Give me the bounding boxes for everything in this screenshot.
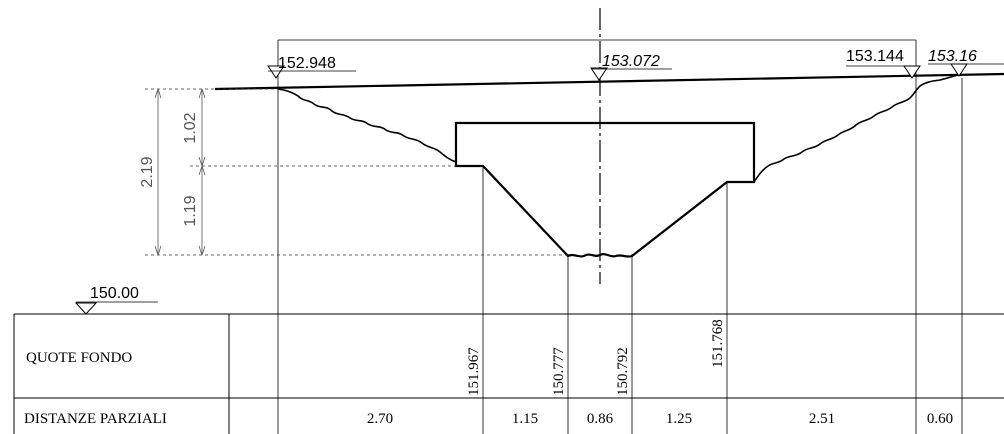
elevation-label-axis: 153.072 xyxy=(602,53,660,70)
right-bank-profile xyxy=(753,73,963,183)
elevation-label-far-right: 153.16 xyxy=(928,48,977,65)
left-bank-profile xyxy=(277,88,457,163)
quote-fondo-value: 151.768 xyxy=(710,319,726,368)
quote-fondo-value: 150.777 xyxy=(551,347,567,396)
distance-value: 2.51 xyxy=(809,411,835,427)
distance-value: 1.25 xyxy=(666,411,692,427)
elevation-marker-left xyxy=(267,65,285,79)
dim-total-label: 2.19 xyxy=(139,156,156,187)
distance-value: 0.60 xyxy=(927,411,953,427)
ground-line xyxy=(214,72,1004,91)
dim-arrow-lower-top xyxy=(198,165,206,176)
channel-profile xyxy=(454,121,756,258)
distance-value: 0.86 xyxy=(587,411,614,427)
elevation-marker-axis xyxy=(590,67,608,81)
dim-arrow-upper-bottom xyxy=(198,156,206,167)
datum-label: 150.00 xyxy=(90,285,139,302)
dim-arrow-upper-top xyxy=(198,88,206,99)
dim-arrow-total-bottom xyxy=(154,245,162,256)
distance-value: 2.70 xyxy=(367,411,393,427)
dim-upper-label: 1.02 xyxy=(182,112,199,143)
quote-fondo-value: 151.967 xyxy=(466,347,482,396)
elevation-label-left: 152.948 xyxy=(278,55,336,72)
elevation-label-right: 153.144 xyxy=(846,48,904,65)
distance-value: 1.15 xyxy=(512,411,538,427)
dim-arrow-total-top xyxy=(154,88,162,99)
dim-arrow-lower-bottom xyxy=(198,245,206,256)
row-label-distanze-parziali: DISTANZE PARZIALI xyxy=(24,411,167,427)
dim-lower-label: 1.19 xyxy=(182,195,199,226)
quote-fondo-value: 150.792 xyxy=(615,347,631,396)
row-label-quote-fondo: QUOTE FONDO xyxy=(26,350,132,366)
elevation-marker-datum xyxy=(74,302,98,315)
